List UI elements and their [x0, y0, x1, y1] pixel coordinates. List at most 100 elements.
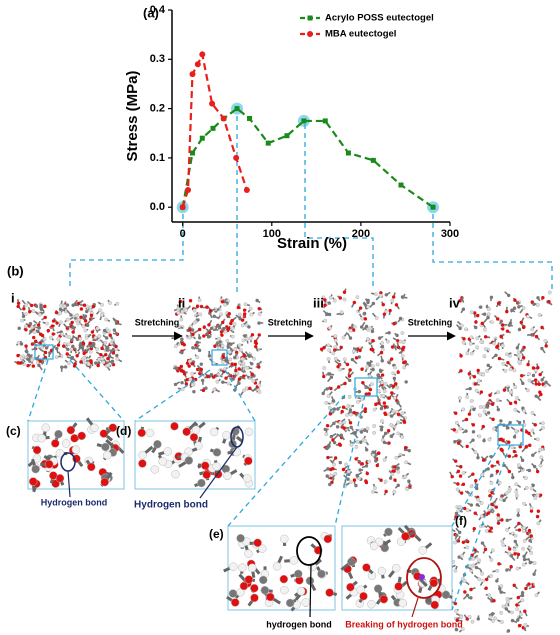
- atom: [527, 528, 532, 533]
- x-axis-title: Strain (%): [277, 235, 347, 252]
- atom: [199, 362, 203, 366]
- atom: [221, 320, 225, 325]
- atom: [526, 388, 530, 393]
- atom: [50, 324, 55, 328]
- atom: [328, 295, 333, 300]
- atom: [537, 313, 542, 317]
- atom: [379, 291, 383, 295]
- stress-strain-chart: (a) Stress (MPa) Strain (%) 0.0 0.1 0.2 0.3…: [124, 4, 459, 252]
- atom: [202, 470, 211, 480]
- atom: [534, 334, 539, 339]
- atom: [234, 368, 238, 373]
- atom: [145, 428, 155, 438]
- atom: [329, 473, 333, 478]
- atom: [467, 614, 472, 619]
- atom: [529, 486, 534, 491]
- atom: [356, 399, 360, 404]
- atom: [473, 382, 478, 386]
- atom: [453, 568, 458, 573]
- atom: [465, 545, 470, 550]
- atom: [75, 337, 80, 341]
- atom: [404, 380, 408, 384]
- atom: [515, 566, 520, 571]
- atom: [338, 420, 343, 425]
- atom: [527, 468, 532, 473]
- atom: [489, 295, 494, 299]
- atom: [108, 301, 112, 305]
- atom: [512, 368, 517, 373]
- atom: [206, 374, 210, 379]
- atom: [105, 336, 109, 340]
- atom: [325, 588, 334, 597]
- atom: [473, 450, 478, 455]
- atom: [230, 318, 234, 323]
- atom: [326, 455, 330, 460]
- atom: [17, 326, 21, 331]
- atom: [70, 434, 79, 443]
- atom: [366, 361, 370, 365]
- atom: [418, 546, 428, 555]
- atom: [342, 420, 347, 425]
- atom: [479, 305, 483, 309]
- atom: [99, 313, 104, 317]
- atom: [505, 352, 509, 357]
- atom: [95, 347, 99, 351]
- atom: [496, 521, 501, 525]
- atom: [493, 616, 498, 621]
- atom: [227, 311, 231, 316]
- atom: [377, 398, 381, 402]
- atom: [469, 587, 473, 592]
- atom: [402, 365, 407, 370]
- atom: [514, 428, 518, 433]
- atom: [206, 335, 211, 339]
- atom: [207, 354, 212, 358]
- atom: [377, 566, 387, 576]
- connector: [27, 359, 49, 422]
- atom: [83, 319, 88, 323]
- atom: [395, 333, 399, 338]
- atom: [517, 305, 521, 309]
- atom: [217, 326, 222, 330]
- atom: [332, 462, 337, 467]
- atom: [523, 476, 528, 480]
- atom: [248, 306, 253, 311]
- atom: [43, 350, 48, 355]
- atom: [496, 390, 501, 394]
- atom: [85, 309, 89, 314]
- atom: [331, 351, 336, 356]
- atom: [236, 305, 241, 310]
- atom: [487, 437, 492, 442]
- atom: [458, 426, 463, 431]
- atom: [453, 601, 458, 606]
- atom: [229, 321, 233, 326]
- atom: [521, 325, 526, 330]
- atom: [28, 477, 38, 486]
- atom: [190, 362, 195, 366]
- point: [247, 115, 253, 121]
- atom: [360, 367, 364, 371]
- atom: [325, 474, 329, 478]
- atom: [335, 425, 340, 429]
- atom: [532, 302, 536, 306]
- atom: [459, 369, 463, 373]
- atom: [40, 333, 45, 338]
- atom: [75, 354, 79, 358]
- atom: [94, 361, 98, 365]
- atom: [374, 316, 379, 320]
- atom: [532, 561, 537, 566]
- atom: [237, 367, 241, 371]
- atom: [534, 394, 538, 398]
- atom: [337, 442, 342, 446]
- atom: [465, 395, 470, 399]
- atom: [461, 540, 466, 544]
- atom: [379, 595, 389, 604]
- atom: [212, 462, 221, 471]
- atom: [61, 439, 71, 448]
- x-tick-label: 200: [352, 228, 370, 240]
- atom: [328, 326, 332, 330]
- atom: [202, 325, 207, 329]
- atom: [39, 345, 44, 350]
- atom: [454, 411, 458, 415]
- stage-label: iii: [313, 295, 324, 310]
- atom: [369, 382, 374, 387]
